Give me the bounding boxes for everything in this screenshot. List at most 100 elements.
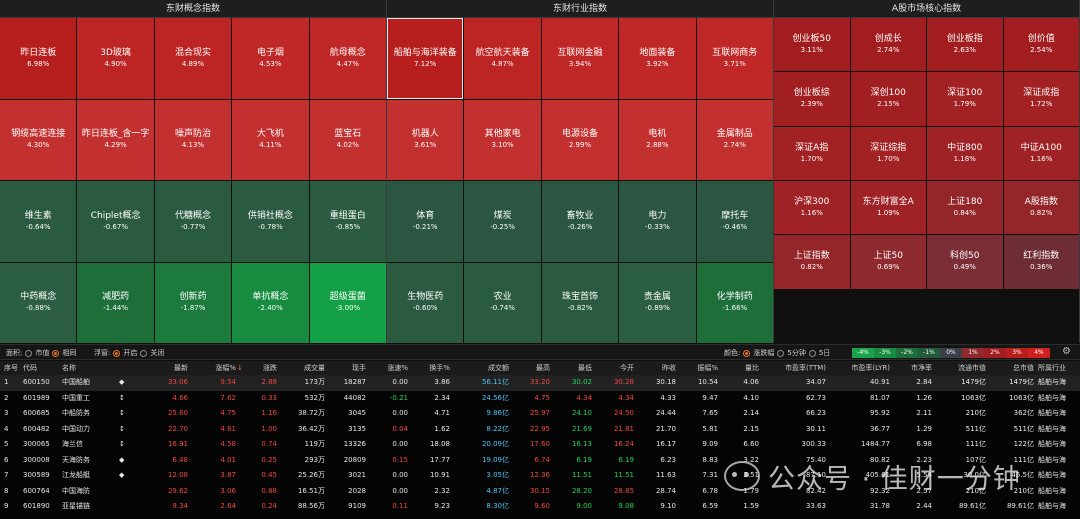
tile[interactable]: 昨日连板_含一字 4.29% — [77, 99, 154, 180]
column-header[interactable]: 昨收 — [662, 364, 676, 372]
column-header[interactable]: 涨跌 — [263, 364, 277, 372]
tile[interactable]: 电机 2.88% — [619, 99, 696, 180]
tile[interactable]: 互联网商务 3.71% — [696, 18, 773, 99]
column-header[interactable]: 振幅% — [697, 364, 718, 372]
tile[interactable]: 生物医药 -0.60% — [387, 262, 464, 343]
tile[interactable]: 创价值 2.54% — [1003, 18, 1079, 72]
color-radio-change[interactable] — [743, 349, 751, 357]
tile[interactable]: 大飞机 4.11% — [232, 99, 309, 180]
tile[interactable]: 电源设备 2.99% — [541, 99, 619, 180]
tile[interactable]: 创业板指 2.63% — [927, 18, 1003, 72]
tile[interactable]: 船舶与海洋装备 7.12% — [387, 18, 464, 99]
column-header[interactable]: 换手% — [429, 364, 450, 372]
column-header[interactable]: 市净率 — [911, 364, 932, 372]
sort-desc-icon[interactable]: ↓ — [237, 364, 243, 372]
gear-icon[interactable]: ⚙ — [1062, 346, 1071, 357]
column-header[interactable]: 量比 — [745, 364, 759, 372]
tile[interactable]: 噪声防治 4.13% — [154, 99, 232, 180]
tile[interactable]: 深证100 1.79% — [927, 72, 1003, 126]
column-header[interactable]: 序号 — [4, 364, 18, 372]
tile[interactable]: 3D玻璃 4.90% — [77, 18, 154, 99]
tile[interactable]: 互联网金融 3.94% — [541, 18, 619, 99]
tile[interactable]: 维生素 -0.64% — [0, 181, 77, 262]
tile[interactable]: 中证A100 1.16% — [1003, 126, 1079, 180]
column-header[interactable]: 所属行业 — [1038, 364, 1066, 372]
color-opt-change[interactable]: 涨跌幅 — [753, 349, 775, 357]
tile[interactable]: 机器人 3.61% — [387, 99, 464, 180]
column-header[interactable]: 总市值 — [1013, 364, 1034, 372]
table-row[interactable]: 1 600150 中国船舶 ◆ 33.06 9.54 2.88 173万 18287 0.00 3.… — [0, 375, 1080, 391]
column-header[interactable]: 今开 — [620, 364, 634, 372]
tile[interactable]: 其他家电 3.10% — [464, 99, 541, 180]
column-header[interactable]: 最新 — [174, 364, 188, 372]
tile[interactable]: 上证50 0.69% — [850, 235, 926, 289]
float-opt-on[interactable]: 开启 — [123, 349, 138, 357]
area-radio-equal[interactable] — [52, 349, 60, 357]
tile[interactable]: 化学制药 -1.66% — [696, 262, 773, 343]
column-header[interactable]: 市盈率(LYR) — [851, 364, 890, 372]
tile[interactable]: 体育 -0.21% — [387, 181, 464, 262]
tile[interactable]: 红利指数 0.36% — [1003, 235, 1079, 289]
tile[interactable]: Chiplet概念 -0.67% — [77, 181, 154, 262]
tile[interactable]: 畜牧业 -0.26% — [541, 181, 619, 262]
tile[interactable]: 沪深300 1.16% — [774, 180, 850, 235]
column-header[interactable]: 成交额 — [488, 364, 509, 372]
tile[interactable]: 代糖概念 -0.77% — [154, 181, 232, 262]
table-row[interactable]: 6 300008 天海防务 ◆ 6.48 4.01 0.25 293万 20809 0.15 17.… — [0, 453, 1080, 469]
color-radio-5day[interactable] — [808, 349, 816, 357]
float-opt-off[interactable]: 关闭 — [150, 349, 165, 357]
tile[interactable]: 昨日连板 6.98% — [0, 18, 77, 99]
tile[interactable]: 东方财富全A 1.09% — [850, 180, 926, 235]
table-row[interactable]: 3 600685 中船防务 ↕ 25.60 4.75 1.16 38.72万 3045 0.00 4… — [0, 406, 1080, 422]
column-header[interactable]: 现手 — [352, 364, 366, 372]
tile[interactable]: 混合现实 4.89% — [154, 18, 232, 99]
column-header[interactable]: 最高 — [536, 364, 550, 372]
tile[interactable]: 地面装备 3.92% — [619, 18, 696, 99]
tile[interactable]: 金属制品 2.74% — [696, 99, 773, 180]
column-header[interactable]: 最低 — [578, 364, 592, 372]
tile[interactable]: 创业板50 3.11% — [774, 18, 850, 72]
tile[interactable]: 深创100 2.15% — [850, 72, 926, 126]
float-radio-off[interactable] — [140, 349, 148, 357]
tile[interactable]: 科创50 0.49% — [927, 235, 1003, 289]
column-header[interactable]: 成交量 — [304, 364, 325, 372]
table-row[interactable]: 2 601989 中国重工 ↕ 4.66 7.62 0.33 532万 44082 -0.21 2.… — [0, 391, 1080, 407]
column-header[interactable]: 市盈率(TTM) — [785, 364, 826, 372]
float-radio-on[interactable] — [113, 349, 121, 357]
table-row[interactable]: 4 600482 中国动力 ↕ 22.70 4.61 1.00 36.42万 3135 0.04 1… — [0, 422, 1080, 438]
color-radio-5min[interactable] — [777, 349, 785, 357]
tile[interactable]: 重组蛋白 -0.85% — [309, 181, 386, 262]
table-row[interactable]: 9 601890 亚星锚链 9.34 2.64 0.24 88.56万 9109 0.11 9.2… — [0, 499, 1080, 515]
color-opt-5min[interactable]: 5分钟 — [787, 349, 806, 357]
tile[interactable]: 中证800 1.18% — [927, 126, 1003, 180]
tile[interactable]: 电子烟 4.53% — [232, 18, 309, 99]
table-row[interactable]: 7 300589 江龙船艇 ◆ 12.08 3.87 0.45 25.26万 3021 0.00 1… — [0, 468, 1080, 484]
tile[interactable]: 创成长 2.74% — [850, 18, 926, 72]
column-header[interactable]: 涨速% — [387, 364, 408, 372]
tile[interactable]: 航母概念 4.47% — [309, 18, 386, 99]
tile[interactable]: 中药概念 -0.88% — [0, 262, 77, 343]
tile[interactable]: 深证成指 1.72% — [1003, 72, 1079, 126]
tile[interactable]: 创新药 -1.87% — [154, 262, 232, 343]
tile[interactable]: 摩托车 -0.46% — [696, 181, 773, 262]
tile[interactable]: 供销社概念 -0.78% — [232, 181, 309, 262]
table-row[interactable]: 5 300065 海兰信 ↕ 16.91 4.58 0.74 119万 13326 0.00 18.… — [0, 437, 1080, 453]
tile[interactable]: A股指数 0.82% — [1003, 180, 1079, 235]
tile[interactable]: 上证指数 0.82% — [774, 235, 850, 289]
area-radio-marketcap[interactable] — [25, 349, 33, 357]
tile[interactable]: 钢缆高速连接 4.30% — [0, 99, 77, 180]
tile[interactable]: 电力 -0.33% — [619, 181, 696, 262]
tile[interactable]: 单抗概念 -2.40% — [232, 262, 309, 343]
table-row[interactable]: 8 600764 中国海防 29.62 3.06 0.88 16.51万 2028 0.00 2.… — [0, 484, 1080, 500]
column-header[interactable]: 流通市值 — [958, 364, 986, 372]
column-header[interactable]: 涨幅% — [215, 364, 236, 372]
tile[interactable]: 珠宝首饰 -0.82% — [541, 262, 619, 343]
tile[interactable]: 农业 -0.74% — [464, 262, 541, 343]
tile[interactable]: 深证综指 1.70% — [850, 126, 926, 180]
tile[interactable]: 贵金属 -0.89% — [619, 262, 696, 343]
tile[interactable]: 蓝宝石 4.02% — [309, 99, 386, 180]
column-header[interactable]: 名称 — [62, 364, 76, 372]
tile[interactable]: 煤炭 -0.25% — [464, 181, 541, 262]
tile[interactable]: 创业板综 2.39% — [774, 72, 850, 126]
tile[interactable]: 超级蛋菌 -3.00% — [309, 262, 386, 343]
